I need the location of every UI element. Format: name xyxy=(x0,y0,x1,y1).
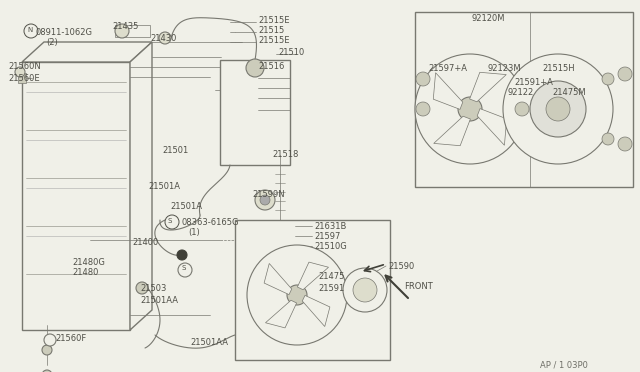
Text: 21480: 21480 xyxy=(72,268,99,277)
Circle shape xyxy=(44,334,56,346)
Text: 21560F: 21560F xyxy=(55,334,86,343)
Text: 21599N: 21599N xyxy=(252,190,285,199)
Polygon shape xyxy=(298,262,328,290)
Text: 21515E: 21515E xyxy=(258,36,289,45)
Circle shape xyxy=(353,278,377,302)
Polygon shape xyxy=(22,42,152,62)
Text: 21560N: 21560N xyxy=(8,62,41,71)
Circle shape xyxy=(178,263,192,277)
Circle shape xyxy=(546,97,570,121)
Text: 21400: 21400 xyxy=(132,238,158,247)
Text: S: S xyxy=(182,265,186,271)
Circle shape xyxy=(24,24,38,38)
Polygon shape xyxy=(433,73,463,109)
Text: 21591: 21591 xyxy=(318,284,344,293)
Text: 21510: 21510 xyxy=(278,48,304,57)
Text: 21516: 21516 xyxy=(258,62,284,71)
Text: 21501A: 21501A xyxy=(148,182,180,191)
Circle shape xyxy=(515,102,529,116)
Circle shape xyxy=(15,67,25,77)
Circle shape xyxy=(602,133,614,145)
Text: 21475: 21475 xyxy=(318,272,344,281)
Text: S: S xyxy=(168,218,172,224)
Circle shape xyxy=(343,268,387,312)
Polygon shape xyxy=(264,263,292,295)
Circle shape xyxy=(42,370,52,372)
Circle shape xyxy=(165,215,179,229)
Text: 21631B: 21631B xyxy=(314,222,346,231)
Text: (1): (1) xyxy=(188,228,200,237)
Polygon shape xyxy=(302,295,330,327)
Circle shape xyxy=(416,102,430,116)
Text: 21518: 21518 xyxy=(272,150,298,159)
Circle shape xyxy=(503,54,613,164)
Text: FRONT: FRONT xyxy=(404,282,433,291)
Circle shape xyxy=(415,54,525,164)
Text: 21515: 21515 xyxy=(258,26,284,35)
Circle shape xyxy=(247,245,347,345)
Circle shape xyxy=(159,32,171,44)
Text: 21501A: 21501A xyxy=(170,202,202,211)
Polygon shape xyxy=(477,109,507,145)
Text: 21515H: 21515H xyxy=(542,64,575,73)
Text: 21591+A: 21591+A xyxy=(514,78,553,87)
Bar xyxy=(22,62,130,330)
Text: 21597: 21597 xyxy=(314,232,340,241)
Text: 08911-1062G: 08911-1062G xyxy=(36,28,93,37)
Text: 21560E: 21560E xyxy=(8,74,40,83)
Circle shape xyxy=(287,285,307,305)
Text: 21597+A: 21597+A xyxy=(428,64,467,73)
Circle shape xyxy=(530,81,586,137)
Circle shape xyxy=(115,24,129,38)
Circle shape xyxy=(618,137,632,151)
Bar xyxy=(235,220,390,360)
Polygon shape xyxy=(434,116,470,146)
Text: N: N xyxy=(27,27,32,33)
Circle shape xyxy=(42,345,52,355)
Bar xyxy=(415,12,633,187)
Circle shape xyxy=(416,72,430,86)
Text: 21510G: 21510G xyxy=(314,242,347,251)
Circle shape xyxy=(602,73,614,85)
Text: 21503: 21503 xyxy=(140,284,166,293)
Polygon shape xyxy=(266,300,296,328)
Bar xyxy=(18,73,26,83)
Text: 21501AA: 21501AA xyxy=(140,296,178,305)
Text: 92120M: 92120M xyxy=(472,14,506,23)
Text: AP / 1 03P0: AP / 1 03P0 xyxy=(540,360,588,369)
Circle shape xyxy=(136,282,148,294)
Text: 21501AA: 21501AA xyxy=(190,338,228,347)
Text: 92122: 92122 xyxy=(508,88,534,97)
Text: (2): (2) xyxy=(46,38,58,47)
Bar xyxy=(115,25,150,37)
Text: 21501: 21501 xyxy=(162,146,188,155)
Polygon shape xyxy=(470,72,506,102)
Text: 92123M: 92123M xyxy=(488,64,522,73)
Text: 21590: 21590 xyxy=(388,262,414,271)
Text: 21515E: 21515E xyxy=(258,16,289,25)
Text: 21475M: 21475M xyxy=(552,88,586,97)
Circle shape xyxy=(246,59,264,77)
Bar xyxy=(220,60,290,165)
Text: 08363-6165G: 08363-6165G xyxy=(182,218,239,227)
Polygon shape xyxy=(130,42,152,330)
Circle shape xyxy=(260,195,270,205)
Circle shape xyxy=(618,67,632,81)
Circle shape xyxy=(177,250,187,260)
Text: 21430: 21430 xyxy=(150,34,177,43)
Text: 21480G: 21480G xyxy=(72,258,105,267)
Circle shape xyxy=(458,97,482,121)
Text: 21435: 21435 xyxy=(112,22,138,31)
Circle shape xyxy=(255,190,275,210)
